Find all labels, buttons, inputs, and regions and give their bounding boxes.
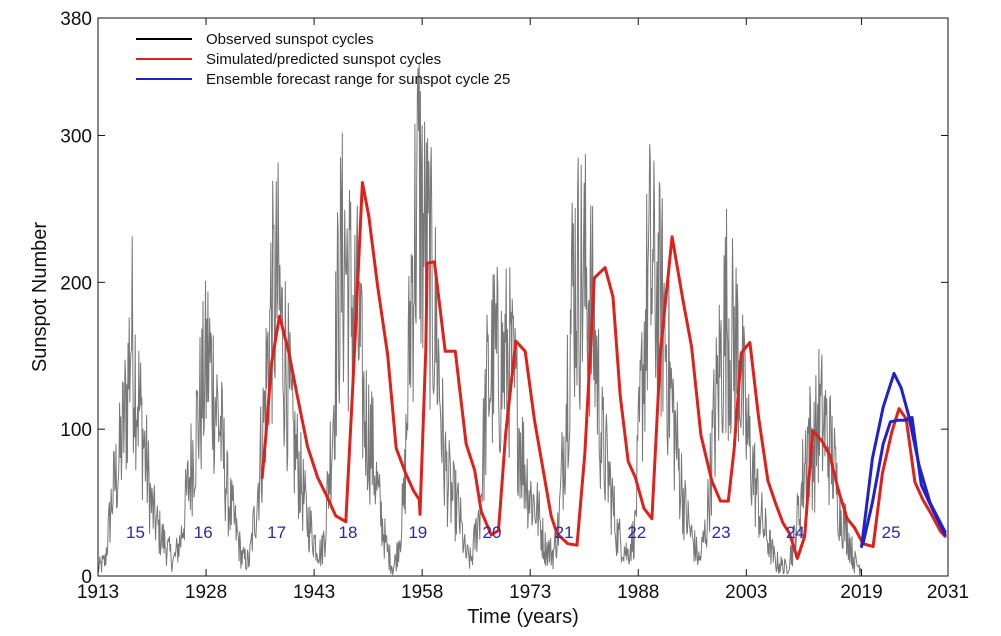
- cycle-label-17: 17: [267, 523, 286, 542]
- cycle-label-15: 15: [126, 523, 145, 542]
- y-tick-label-300: 300: [60, 126, 92, 147]
- x-tick-label-2019: 2019: [840, 582, 882, 603]
- y-axis-title: Sunspot Number: [29, 222, 51, 372]
- legend-label-observed-sunspot-cycles: Observed sunspot cycles: [206, 31, 374, 48]
- cycle-label-18: 18: [339, 523, 358, 542]
- cycle-label-25: 25: [882, 523, 901, 542]
- legend: Observed sunspot cycles Simulated/predict…: [136, 31, 510, 88]
- y-tick-label-0: 0: [81, 567, 92, 588]
- series-line-observed-sunspot-cycles: [97, 63, 863, 577]
- x-tick-label-1943: 1943: [293, 582, 335, 603]
- cycle-label-23: 23: [712, 523, 731, 542]
- cycle-label-21: 21: [555, 523, 574, 542]
- legend-label-ensemble-forecast-range-for-sunspot-cycle-25: Ensemble forecast range for sunspot cycl…: [206, 71, 510, 88]
- series-line-simulated-predicted-sunspot-cycles: [260, 181, 947, 560]
- cycle-label-16: 16: [194, 523, 213, 542]
- x-axis-title: Time (years): [467, 606, 578, 628]
- cycle-label-20: 20: [483, 523, 502, 542]
- series-line-ensemble-forecast-range-for-sunspot-cycle-25: [860, 371, 947, 549]
- cycle-label-24: 24: [786, 523, 805, 542]
- cycle-label-22: 22: [627, 523, 646, 542]
- simulated-series-layer: [260, 181, 947, 560]
- x-tick-label-1973: 1973: [509, 582, 551, 603]
- cycle-labels-layer: 15 16 17 18 19 20 21 22 23 24 25: [126, 523, 901, 542]
- forecast-series-layer: [860, 371, 947, 549]
- cycle-label-19: 19: [408, 523, 427, 542]
- plot-frame: [97, 17, 949, 577]
- x-tick-label-2031: 2031: [927, 582, 969, 603]
- observed-series-layer: [97, 63, 863, 577]
- x-tick-label-1958: 1958: [401, 582, 443, 603]
- x-tick-label-2003: 2003: [725, 582, 767, 603]
- y-tick-label-380: 380: [60, 9, 92, 30]
- x-tick-label-1913: 1913: [77, 582, 119, 603]
- x-tick-label-1988: 1988: [617, 582, 659, 603]
- legend-label-simulated-predicted-sunspot-cycles: Simulated/predicted sunspot cycles: [206, 51, 441, 68]
- y-tick-label-100: 100: [60, 420, 92, 441]
- x-tick-label-1928: 1928: [185, 582, 227, 603]
- axis-ticks-layer: 1913 1928 1943 1958 1973 1988 2003 2019 20310100…: [60, 9, 969, 603]
- y-tick-label-200: 200: [60, 273, 92, 294]
- series-line-forecast-bound-3: [861, 415, 947, 546]
